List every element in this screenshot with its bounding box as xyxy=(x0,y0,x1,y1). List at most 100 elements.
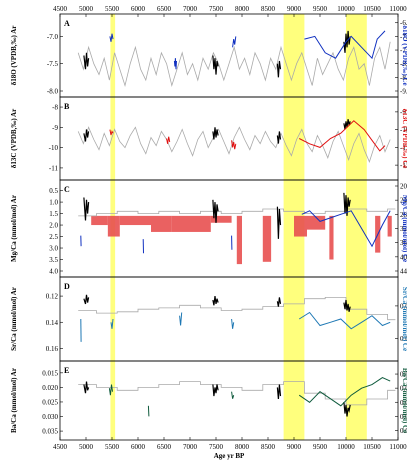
ar-long-line xyxy=(77,41,391,87)
ce-segment-line xyxy=(109,33,114,42)
ar-segment-line xyxy=(276,131,282,144)
ce-segment-line xyxy=(231,391,235,399)
ar-segment-line xyxy=(276,60,282,78)
ar-segment-line xyxy=(276,384,282,400)
x-tick-label-bottom: 10000 xyxy=(337,443,355,451)
chart-panels: A-8.0-7.5-7.0-9.0-8.5-8.0-7.5-7.0-6.5δ18… xyxy=(10,13,407,441)
panel-c: C 0.5 1.0 1.5 2.0 2.5 3.0 3.5 4.0 20 24 28 32 36 40 44 M… xyxy=(10,179,407,278)
x-tick-label-top: 10000 xyxy=(337,5,355,13)
x-tick-label-top: 4500 xyxy=(53,5,68,13)
ar-segment-line xyxy=(212,199,219,223)
x-tick-label-top: 7500 xyxy=(209,5,224,13)
left-tick-label: 0.16 xyxy=(46,345,59,353)
x-tick-label-bottom: 5500 xyxy=(105,443,120,451)
ar-segment-line xyxy=(212,384,219,397)
left-tick-label: 1.0 xyxy=(49,199,58,207)
right-tick-label: 24 xyxy=(400,197,407,205)
value-bar xyxy=(91,215,108,226)
left-tick-label: -10 xyxy=(49,144,59,152)
left-axis-label: δ18O (VPDB,‰) Ar xyxy=(10,26,18,86)
ce-segment-line xyxy=(231,140,237,150)
value-bar xyxy=(119,215,151,226)
ar-segment-line xyxy=(343,401,351,417)
ce-segment-line xyxy=(304,30,386,60)
ce-segment-line xyxy=(108,384,113,396)
value-bar xyxy=(262,215,272,262)
ce-segment-line xyxy=(147,405,150,417)
ar-segment-line xyxy=(83,294,90,305)
left-tick-label: -11 xyxy=(49,164,59,172)
ar-segment-line xyxy=(212,296,219,306)
right-tick-label: 0.02 xyxy=(400,302,407,310)
value-bar xyxy=(107,215,120,237)
ar-long-line xyxy=(78,297,396,321)
ar-segment-line xyxy=(212,127,219,140)
panel-frame xyxy=(59,360,399,441)
x-tick-label-top: 9500 xyxy=(313,5,328,13)
ar-segment-line xyxy=(212,55,219,75)
x-tick-label-bottom: 8000 xyxy=(235,443,250,451)
x-tick-label-bottom: 6000 xyxy=(131,443,146,451)
x-tick-label-top: 5000 xyxy=(79,5,94,13)
value-bar xyxy=(307,215,326,230)
left-tick-label: 0.030 xyxy=(42,413,58,421)
ar-segment-line xyxy=(83,129,90,142)
x-tick-label-bottom: 4500 xyxy=(53,443,68,451)
ar-segment-line xyxy=(276,297,282,307)
ce-segment-line xyxy=(298,120,386,152)
right-axis-label: δ13C (VPDB,‰) Ce xyxy=(401,109,407,169)
left-tick-label: 0.14 xyxy=(46,319,59,327)
right-tick-label: 36 xyxy=(400,239,407,247)
ar-long-line xyxy=(77,126,391,163)
panel-letter: C xyxy=(64,185,70,194)
x-tick-label-top: 8000 xyxy=(235,5,250,13)
ce-segment-line xyxy=(110,318,114,329)
x-tick-label-top: 7000 xyxy=(183,5,198,13)
left-tick-label: -9 xyxy=(52,124,58,132)
left-axis-label: Ba/Ca (mmol/mol) Ar xyxy=(10,368,18,433)
x-tick-label-top: 10500 xyxy=(363,5,381,13)
right-tick-label: 0.000 xyxy=(400,371,407,379)
right-tick-label: 28 xyxy=(400,211,407,219)
ar-segment-line xyxy=(343,299,351,312)
ce-segment-line xyxy=(232,36,237,48)
ar-long-line xyxy=(78,208,396,217)
x-tick-label-bottom: 8500 xyxy=(261,443,276,451)
ce-segment-line xyxy=(173,58,177,70)
x-axis-label: Age yr BP xyxy=(214,452,245,460)
left-tick-label: -7.5 xyxy=(47,60,59,68)
x-tick-label-top: 8500 xyxy=(261,5,276,13)
value-bar xyxy=(329,215,334,260)
left-axis-label: Sr/Ca (mmol/mol) Ar xyxy=(10,287,18,351)
left-tick-label: 0.5 xyxy=(49,187,58,195)
x-tick-label-bottom: 11000 xyxy=(389,443,407,451)
panel-d: D 0.12 0.14 0.16 0.02 0.03 Sr/Ca (mmol/mol) Ar… xyxy=(10,276,407,362)
value-bar xyxy=(210,215,232,223)
left-tick-label: 2.0 xyxy=(49,222,58,230)
ce-segment-line xyxy=(179,312,183,326)
left-tick-label: -7.0 xyxy=(47,33,59,41)
left-tick-label: -8.0 xyxy=(47,88,59,96)
x-tick-label-bottom: 9500 xyxy=(313,443,328,451)
right-tick-label: -9 xyxy=(400,108,406,116)
ar-segment-line xyxy=(83,381,90,394)
x-tick-label-bottom: 5000 xyxy=(79,443,94,451)
value-bar xyxy=(387,215,392,237)
left-axis-label: δ13C (VPDB,‰) Ar xyxy=(10,109,18,168)
left-tick-label: -8 xyxy=(52,104,58,112)
ce-segment-line xyxy=(166,136,171,144)
value-bar xyxy=(171,215,211,232)
panel-letter: E xyxy=(64,366,69,375)
x-tick-label-top: 6000 xyxy=(131,5,146,13)
right-tick-label: -7.0 xyxy=(400,33,407,41)
ce-segment-line xyxy=(298,311,391,330)
x-axes: 4500 4500 5000 5000 5500 5500 6000 6000 6500 6500… xyxy=(53,5,407,451)
left-tick-label: 1.5 xyxy=(49,210,58,218)
right-tick-label: 44 xyxy=(400,268,407,276)
right-tick-label: 0.012 xyxy=(400,413,407,421)
ar-segment-line xyxy=(343,192,351,216)
x-tick-label-top: 11000 xyxy=(389,5,407,13)
panel-letter: A xyxy=(64,19,70,28)
left-tick-label: 3.5 xyxy=(49,256,58,264)
value-bar xyxy=(236,215,242,265)
